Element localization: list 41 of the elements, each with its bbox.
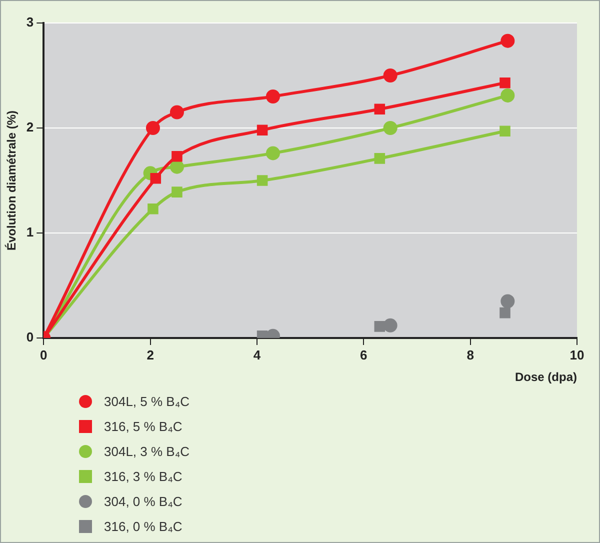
legend-label: 304L, 3 % B₄C: [104, 444, 190, 459]
point: [374, 104, 386, 114]
point: [374, 321, 386, 332]
legend-label: 304, 0 % B₄C: [104, 494, 182, 509]
legend-label: 316, 0 % B₄C: [104, 519, 182, 534]
point: [383, 121, 398, 135]
x-tick-label: 2: [146, 347, 154, 362]
y-tick-label: 1: [26, 224, 34, 240]
point: [500, 88, 515, 102]
point: [266, 146, 280, 160]
point: [172, 186, 182, 198]
x-tick-label: 4: [253, 347, 262, 362]
legend-label: 316, 5 % B₄C: [104, 419, 182, 434]
y-tick-label: 3: [26, 14, 34, 30]
y-axis-title: Évolution diamétrale (%): [4, 110, 19, 251]
point: [374, 153, 386, 164]
point: [256, 124, 268, 136]
point: [148, 203, 158, 214]
point: [383, 318, 398, 332]
point: [146, 121, 160, 135]
x-tick-label: 6: [360, 347, 368, 362]
point: [500, 294, 515, 308]
x-axis-title: Dose (dpa): [514, 370, 577, 384]
legend-label: 316, 3 % B₄C: [104, 469, 182, 484]
point: [500, 34, 515, 48]
point: [500, 307, 510, 318]
point: [500, 77, 510, 88]
x-tick-label: 10: [570, 347, 584, 362]
point: [170, 160, 184, 174]
point: [256, 175, 268, 186]
x-tick-label: 0: [40, 347, 48, 362]
point: [500, 126, 510, 137]
point: [150, 173, 162, 184]
legend-label: 304L, 5 % B₄C: [104, 394, 190, 409]
point: [172, 150, 182, 162]
x-tick-label: 8: [466, 347, 474, 362]
y-tick-label: 2: [26, 120, 34, 135]
y-tick-label: 0: [26, 330, 34, 345]
point: [170, 105, 184, 120]
point: [383, 68, 398, 82]
point: [266, 90, 280, 104]
